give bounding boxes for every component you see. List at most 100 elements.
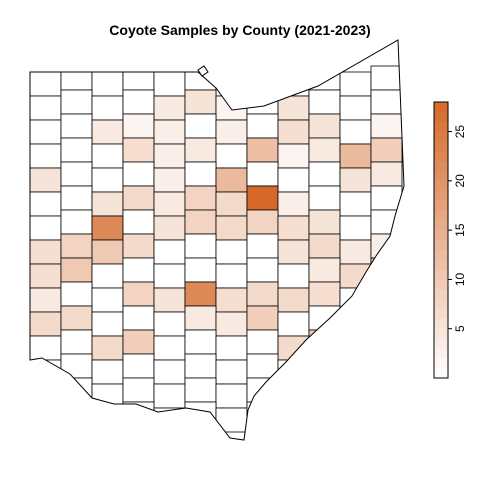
county-150 <box>184 353 217 379</box>
legend-swatch <box>434 269 448 280</box>
county-81 <box>277 215 310 241</box>
county-151 <box>215 359 248 385</box>
county-135 <box>91 335 124 361</box>
county-49 <box>30 167 62 193</box>
legend-tick-label: 10 <box>453 272 467 286</box>
county-56 <box>246 161 279 187</box>
ohio-outline <box>29 39 405 441</box>
county-11 <box>339 71 372 97</box>
legend-swatch <box>434 249 448 261</box>
county-61 <box>30 191 62 217</box>
county-117 <box>277 287 310 313</box>
legend-swatch <box>434 240 448 251</box>
county-79 <box>215 215 248 241</box>
county-53 <box>153 167 186 193</box>
county-54 <box>184 161 217 187</box>
county-76 <box>122 209 155 235</box>
county-77 <box>153 215 186 241</box>
county-114 <box>184 281 217 307</box>
county-91 <box>215 239 248 265</box>
legend-swatch <box>434 220 448 231</box>
legend-color-bar <box>433 101 449 379</box>
county-26 <box>60 113 93 139</box>
county-134 <box>60 329 93 355</box>
legend-swatch <box>434 309 448 320</box>
county-128 <box>246 305 279 331</box>
county-69 <box>277 191 310 217</box>
legend-swatch <box>434 141 448 152</box>
legend-tick-label: 20 <box>453 174 467 188</box>
legend-swatch <box>434 171 448 182</box>
county-27 <box>91 119 124 145</box>
county-86 <box>60 233 93 259</box>
county-51 <box>91 167 124 193</box>
county-137 <box>153 335 186 361</box>
county-148 <box>122 353 155 379</box>
county-62 <box>60 185 93 211</box>
legend-swatch <box>434 210 448 221</box>
county-95 <box>339 239 372 265</box>
county-97 <box>30 263 62 289</box>
county-47 <box>339 143 372 169</box>
county-35 <box>339 119 372 145</box>
legend-swatch <box>434 299 448 310</box>
county-102 <box>184 257 217 283</box>
county-48 <box>370 137 403 163</box>
county-161 <box>153 383 186 409</box>
county-101 <box>153 263 186 289</box>
legend-swatch <box>434 328 448 340</box>
county-82 <box>308 209 341 235</box>
legend-swatch <box>434 279 448 290</box>
county-66 <box>184 185 217 211</box>
legend-swatch <box>434 131 448 142</box>
county-124 <box>122 305 155 331</box>
legend-swatch <box>434 180 448 192</box>
county-147 <box>91 359 124 385</box>
legend-swatch <box>434 190 448 202</box>
county-83 <box>339 215 372 241</box>
county-63 <box>91 191 124 217</box>
county-50 <box>60 161 93 187</box>
county-70 <box>308 185 341 211</box>
county-31 <box>215 119 248 145</box>
county-18 <box>184 89 217 115</box>
legend-ticks: 5 10 15 20 25 <box>448 125 467 332</box>
legend-tick-label: 25 <box>453 125 467 139</box>
county-90 <box>184 233 217 259</box>
legend-tick-label: 5 <box>453 325 467 332</box>
county-68 <box>246 185 279 211</box>
legend-swatch <box>434 102 448 113</box>
county-74 <box>60 209 93 235</box>
county-30 <box>184 113 217 139</box>
county-126 <box>184 305 217 331</box>
county-104 <box>246 257 279 283</box>
legend-swatch <box>434 121 448 133</box>
county-94 <box>308 233 341 259</box>
county-73 <box>30 215 62 241</box>
county-38 <box>60 137 93 163</box>
county-118 <box>308 281 341 307</box>
legend-frame <box>433 101 449 379</box>
lake-erie-island <box>197 65 209 77</box>
county-138 <box>184 329 217 355</box>
county-92 <box>246 233 279 259</box>
legend-swatch <box>434 111 448 123</box>
legend-swatch <box>434 151 448 162</box>
county-29 <box>153 119 186 145</box>
county-12 <box>370 65 403 91</box>
legend-swatch <box>434 368 448 379</box>
county-85 <box>30 239 62 265</box>
legend-swatch <box>434 338 448 349</box>
county-99 <box>91 263 124 289</box>
county-162 <box>184 377 217 403</box>
county-121 <box>30 311 62 337</box>
county-59 <box>339 167 372 193</box>
county-55 <box>215 167 248 193</box>
county-149 <box>153 359 186 385</box>
legend-swatch <box>434 200 448 211</box>
county-123 <box>91 311 124 337</box>
legend-swatch <box>434 318 448 330</box>
county-100 <box>122 257 155 283</box>
county-24 <box>370 89 403 115</box>
